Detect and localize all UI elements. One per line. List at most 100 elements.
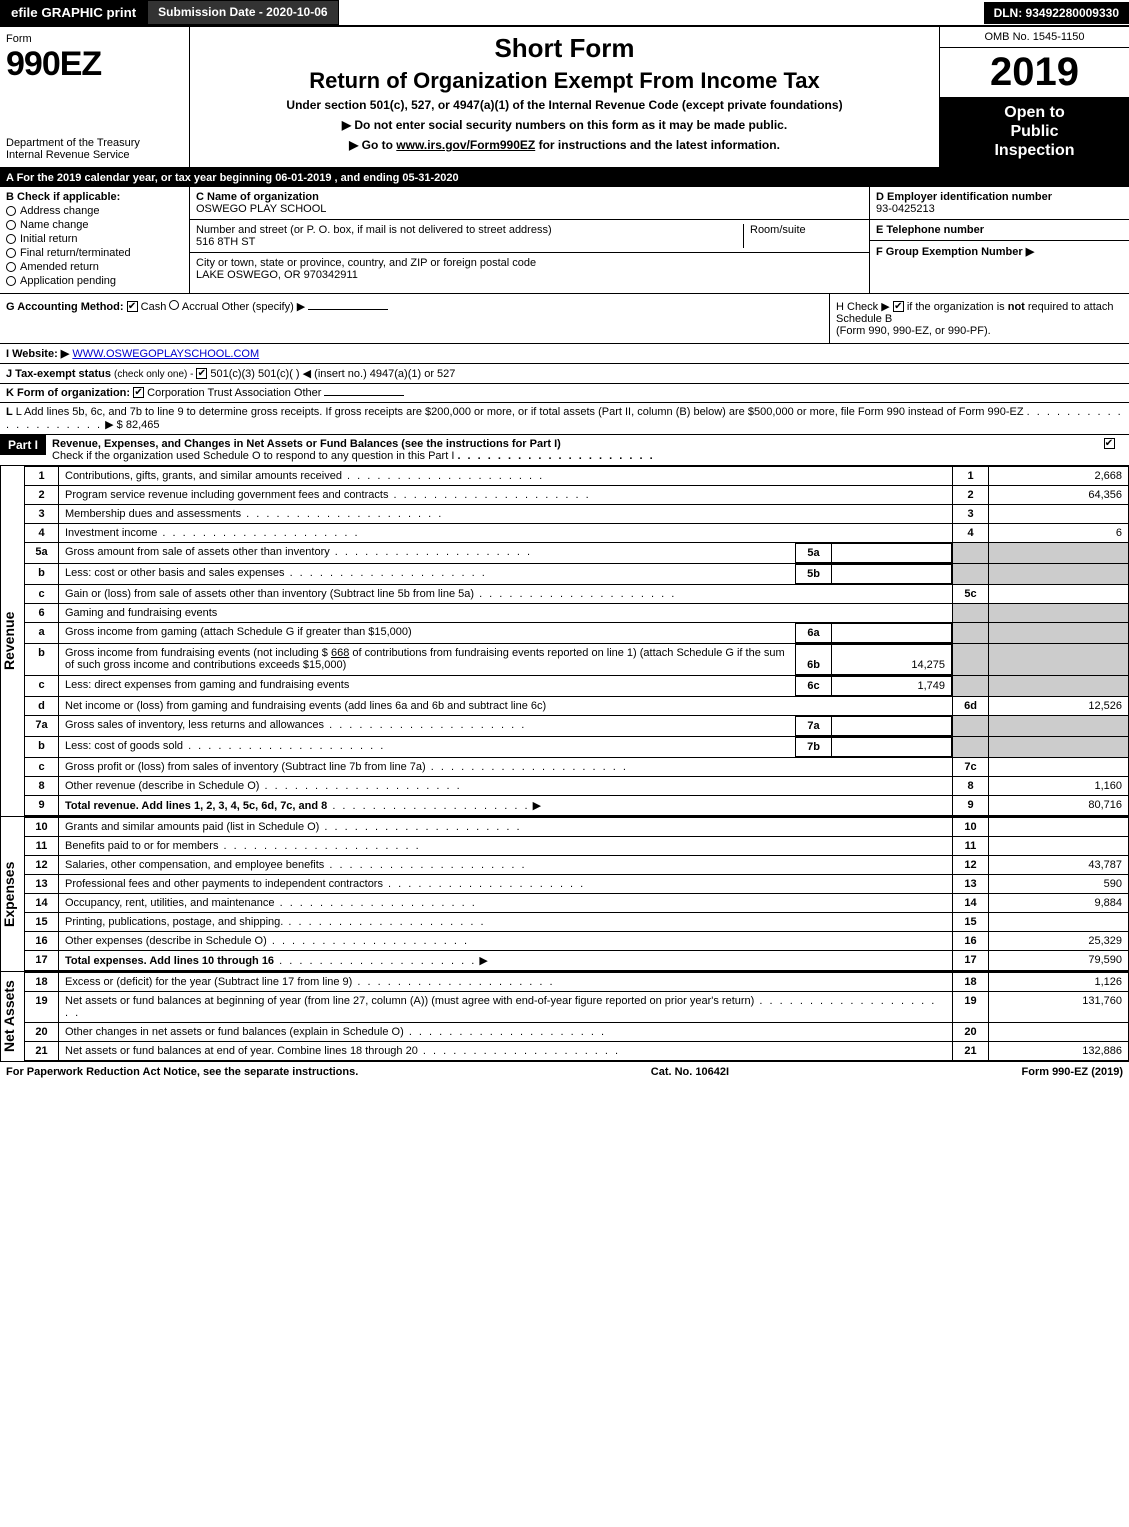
chk-address-change[interactable]: Address change xyxy=(6,205,183,217)
form-of-org-row: K Form of organization: Corporation Trus… xyxy=(0,384,1129,403)
line-14: 14Occupancy, rent, utilities, and mainte… xyxy=(25,893,1129,912)
ein-value: 93-0425213 xyxy=(876,203,935,215)
short-form-title: Short Form xyxy=(196,33,933,64)
city-cell: City or town, state or province, country… xyxy=(190,253,869,285)
line-13: 13Professional fees and other payments t… xyxy=(25,874,1129,893)
department-label: Department of the Treasury Internal Reve… xyxy=(6,137,183,161)
line-7a: 7aGross sales of inventory, less returns… xyxy=(25,715,1129,736)
line-10: 10Grants and similar amounts paid (list … xyxy=(25,817,1129,836)
submission-date-label: Submission Date - 2020-10-06 xyxy=(147,0,338,25)
b-title: B Check if applicable: xyxy=(6,191,183,203)
paperwork-notice: For Paperwork Reduction Act Notice, see … xyxy=(6,1066,358,1078)
line-17: 17Total expenses. Add lines 10 through 1… xyxy=(25,950,1129,970)
gross-receipts-value: 82,465 xyxy=(126,419,160,431)
net-assets-section: Net Assets 18Excess or (deficit) for the… xyxy=(0,972,1129,1062)
form-header: Form 990EZ Department of the Treasury In… xyxy=(0,27,1129,169)
chk-amended-return[interactable]: Amended return xyxy=(6,261,183,273)
revenue-section: Revenue 1Contributions, gifts, grants, a… xyxy=(0,466,1129,817)
page-footer: For Paperwork Reduction Act Notice, see … xyxy=(0,1062,1129,1082)
gross-receipts-row: L L Add lines 5b, 6c, and 7b to line 9 t… xyxy=(0,403,1129,435)
return-title: Return of Organization Exempt From Incom… xyxy=(196,68,933,94)
line-8: 8Other revenue (describe in Schedule O)8… xyxy=(25,776,1129,795)
line-16: 16Other expenses (describe in Schedule O… xyxy=(25,931,1129,950)
group-exemption-cell: F Group Exemption Number ▶ xyxy=(870,241,1129,262)
efile-print-button[interactable]: efile GRAPHIC print xyxy=(0,0,147,25)
line-7c: cGross profit or (loss) from sales of in… xyxy=(25,757,1129,776)
line-2: 2Program service revenue including gover… xyxy=(25,485,1129,504)
chk-accrual[interactable] xyxy=(169,300,179,310)
line-1: 1Contributions, gifts, grants, and simil… xyxy=(25,466,1129,485)
website-row: I Website: ▶ WWW.OSWEGOPLAYSCHOOL.COM xyxy=(0,344,1129,364)
line-5c: cGain or (loss) from sale of assets othe… xyxy=(25,584,1129,603)
chk-cash[interactable] xyxy=(127,301,138,312)
expenses-table: 10Grants and similar amounts paid (list … xyxy=(24,817,1129,971)
revenue-table: 1Contributions, gifts, grants, and simil… xyxy=(24,466,1129,816)
dln-label: DLN: 93492280009330 xyxy=(984,2,1129,24)
expenses-section: Expenses 10Grants and similar amounts pa… xyxy=(0,817,1129,972)
chk-name-change[interactable]: Name change xyxy=(6,219,183,231)
address-cell: Number and street (or P. O. box, if mail… xyxy=(190,220,869,253)
column-b: B Check if applicable: Address change Na… xyxy=(0,187,190,293)
line-12: 12Salaries, other compensation, and empl… xyxy=(25,855,1129,874)
omb-number: OMB No. 1545-1150 xyxy=(940,27,1129,48)
city-state-zip: LAKE OSWEGO, OR 970342911 xyxy=(196,269,358,281)
line-a-tax-year: A For the 2019 calendar year, or tax yea… xyxy=(0,169,1129,187)
catalog-number: Cat. No. 10642I xyxy=(651,1066,729,1078)
website-link[interactable]: WWW.OSWEGOPLAYSCHOOL.COM xyxy=(72,348,259,360)
line-5a: 5aGross amount from sale of assets other… xyxy=(25,542,1129,563)
schedule-b-check: H Check ▶ if the organization is not req… xyxy=(829,294,1129,343)
irs-link[interactable]: www.irs.gov/Form990EZ xyxy=(396,138,535,152)
tax-exempt-row: J Tax-exempt status (check only one) - 5… xyxy=(0,364,1129,384)
row-gh: G Accounting Method: Cash Accrual Other … xyxy=(0,294,1129,344)
net-assets-table: 18Excess or (deficit) for the year (Subt… xyxy=(24,972,1129,1061)
line-6: 6Gaming and fundraising events xyxy=(25,603,1129,622)
line-11: 11Benefits paid to or for members11 xyxy=(25,836,1129,855)
chk-schedule-o[interactable] xyxy=(1104,438,1115,449)
column-def: D Employer identification number 93-0425… xyxy=(869,187,1129,293)
line-9: 9Total revenue. Add lines 1, 2, 3, 4, 5c… xyxy=(25,795,1129,815)
chk-final-return[interactable]: Final return/terminated xyxy=(6,247,183,259)
ssn-warning: ▶ Do not enter social security numbers o… xyxy=(196,118,933,132)
expenses-side-label: Expenses xyxy=(0,817,24,971)
form-word: Form xyxy=(6,33,183,45)
line-21: 21Net assets or fund balances at end of … xyxy=(25,1041,1129,1060)
line-4: 4Investment income46 xyxy=(25,523,1129,542)
part-1-label: Part I xyxy=(0,435,46,455)
goto-line: ▶ Go to www.irs.gov/Form990EZ for instru… xyxy=(196,138,933,152)
line-5b: bLess: cost or other basis and sales exp… xyxy=(25,563,1129,584)
column-c: C Name of organization OSWEGO PLAY SCHOO… xyxy=(190,187,869,293)
org-name-cell: C Name of organization OSWEGO PLAY SCHOO… xyxy=(190,187,869,220)
line-6b: bGross income from fundraising events (n… xyxy=(25,643,1129,675)
chk-schedule-b[interactable] xyxy=(893,301,904,312)
line-6a: aGross income from gaming (attach Schedu… xyxy=(25,622,1129,643)
line-7b: bLess: cost of goods sold7b xyxy=(25,736,1129,757)
part-1-header: Part I Revenue, Expenses, and Changes in… xyxy=(0,435,1129,466)
chk-corporation[interactable] xyxy=(133,387,144,398)
line-19: 19Net assets or fund balances at beginni… xyxy=(25,991,1129,1022)
line-18: 18Excess or (deficit) for the year (Subt… xyxy=(25,972,1129,991)
telephone-cell: E Telephone number xyxy=(870,220,1129,241)
header-center: Short Form Return of Organization Exempt… xyxy=(190,27,939,167)
top-bar: efile GRAPHIC print Submission Date - 20… xyxy=(0,0,1129,27)
line-6c: cLess: direct expenses from gaming and f… xyxy=(25,675,1129,696)
chk-initial-return[interactable]: Initial return xyxy=(6,233,183,245)
header-right: OMB No. 1545-1150 2019 Open to Public In… xyxy=(939,27,1129,167)
open-to-public: Open to Public Inspection xyxy=(940,97,1129,167)
chk-application-pending[interactable]: Application pending xyxy=(6,275,183,287)
line-15: 15Printing, publications, postage, and s… xyxy=(25,912,1129,931)
room-suite: Room/suite xyxy=(743,224,863,248)
form-reference: Form 990-EZ (2019) xyxy=(1022,1066,1124,1078)
ein-cell: D Employer identification number 93-0425… xyxy=(870,187,1129,220)
org-name: OSWEGO PLAY SCHOOL xyxy=(196,203,326,215)
line-20: 20Other changes in net assets or fund ba… xyxy=(25,1022,1129,1041)
form-number: 990EZ xyxy=(6,45,183,84)
chk-501c3[interactable] xyxy=(196,368,207,379)
accounting-method: G Accounting Method: Cash Accrual Other … xyxy=(0,294,829,343)
header-left: Form 990EZ Department of the Treasury In… xyxy=(0,27,190,167)
revenue-side-label: Revenue xyxy=(0,466,24,816)
tax-year: 2019 xyxy=(940,48,1129,97)
line-6d: dNet income or (loss) from gaming and fu… xyxy=(25,696,1129,715)
section-bcdef: B Check if applicable: Address change Na… xyxy=(0,187,1129,294)
street-address: 516 8TH ST xyxy=(196,236,255,248)
net-assets-side-label: Net Assets xyxy=(0,972,24,1061)
